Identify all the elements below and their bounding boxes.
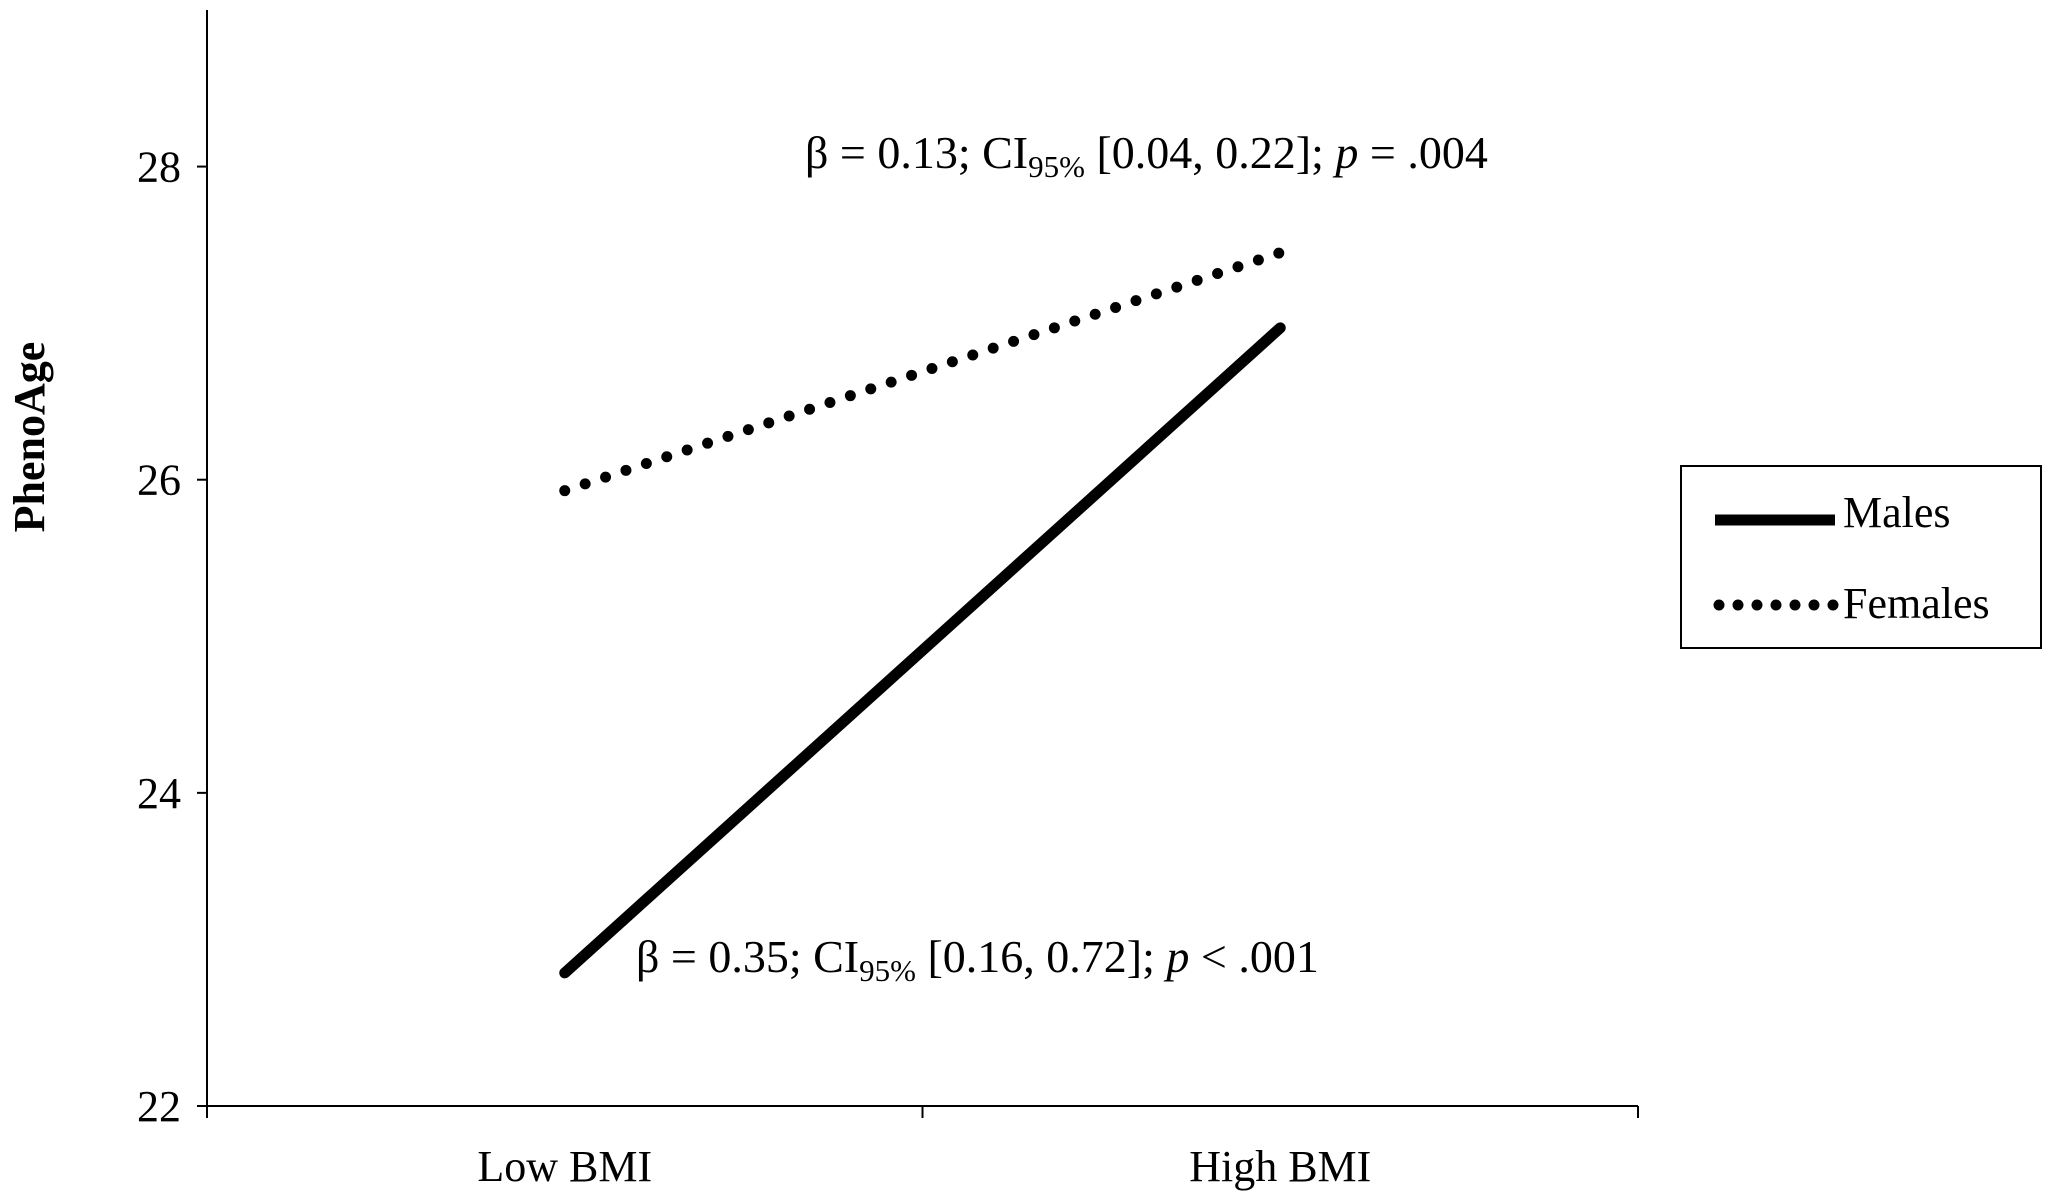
legend-box — [1680, 465, 2042, 649]
legend-label-males: Males — [1843, 488, 1951, 537]
legend-label-females: Females — [1843, 579, 1990, 628]
annotation-females: β = 0.13; CI95% [0.04, 0.22]; p = .004 — [805, 127, 1488, 184]
x-ticks: Low BMI High BMI — [206, 1106, 1639, 1191]
y-ticks: 22 24 26 28 — [137, 143, 207, 1131]
y-axis-title: PhenoAge — [5, 342, 54, 533]
x-tick-label: Low BMI — [477, 1142, 652, 1191]
legend: Males Females — [1680, 465, 2042, 649]
series-line-males — [559, 322, 1286, 979]
y-tick-label: 22 — [137, 1082, 181, 1131]
series-layer — [559, 247, 1286, 979]
series-line-females — [559, 247, 1286, 497]
annotation-males: β = 0.35; CI95% [0.16, 0.72]; p < .001 — [636, 931, 1319, 988]
y-tick-label: 28 — [137, 143, 181, 192]
x-tick-label: High BMI — [1189, 1142, 1371, 1191]
y-tick-label: 26 — [137, 456, 181, 505]
y-tick-label: 24 — [137, 769, 181, 818]
